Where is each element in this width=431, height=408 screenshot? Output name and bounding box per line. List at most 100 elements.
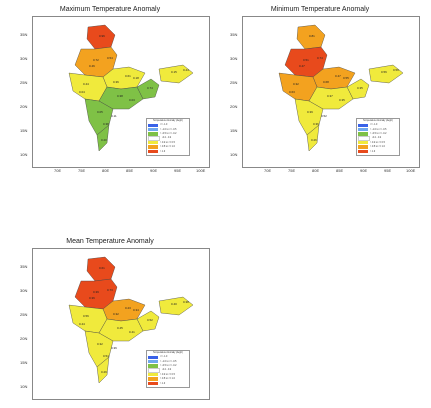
region-value-label: 0.52 bbox=[147, 318, 153, 322]
region-value-label: 0.56 bbox=[83, 314, 89, 318]
lon-label: 70E bbox=[264, 168, 272, 173]
region-value-label: 0.38 bbox=[183, 300, 189, 304]
region-value-label: 0.72 bbox=[93, 58, 99, 62]
region-value-label: 0.35 bbox=[357, 86, 363, 90]
legend-label: > 0.5 to <= 1.0 bbox=[160, 378, 175, 381]
map-svg: 0.96 0.72 0.54 0.61 0.74 0.44 0.38 0.05 0.20 0.15… bbox=[68, 24, 194, 152]
legend-label: > -1.0 to <= -0.5 bbox=[370, 128, 387, 131]
region-value-label: 0.32 bbox=[97, 342, 103, 346]
region-value-label: 0.52 bbox=[321, 114, 327, 118]
legend-label: > 1.0 bbox=[160, 382, 166, 385]
map-svg: 0.61 0.39 0.73 0.23 0.52 0.56 0.45 0.32 0.29 0.40… bbox=[68, 256, 194, 384]
region-value-label: 0.68 bbox=[323, 80, 329, 84]
lat-label: 20N bbox=[230, 104, 238, 109]
legend-title: Temperature Anomaly (degC) bbox=[152, 352, 183, 354]
panel-max: Maximum Temperature Anomaly 0.96 0.72 0.54… bbox=[10, 6, 210, 176]
region-value-label: 0.15 bbox=[171, 70, 177, 74]
region-value-label: 0.96 bbox=[99, 34, 105, 38]
region-value-label: 0.54 bbox=[103, 354, 109, 358]
lon-label: 90E bbox=[360, 168, 368, 173]
lat-label: 35N bbox=[20, 32, 28, 37]
lon-label: 75E bbox=[288, 168, 296, 173]
lon-label: 100E bbox=[406, 168, 416, 173]
legend-label: > 1.0 bbox=[370, 150, 376, 153]
legend-label: > -0.5 to <= -0.2 bbox=[370, 132, 387, 135]
region-value-label: 0.40 bbox=[171, 302, 177, 306]
legend-label: -0.2 - 0.2 bbox=[162, 137, 172, 140]
panel-mean: Mean Temperature Anomaly 0.61 0.39 0.73 0.2… bbox=[10, 238, 210, 408]
legend-label: > 1.0 bbox=[160, 150, 166, 153]
region-value-label: 0.44 bbox=[79, 322, 85, 326]
lat-label: 25N bbox=[20, 312, 28, 317]
region-value-label: 0.03 bbox=[129, 98, 135, 102]
lon-label: 95E bbox=[174, 168, 182, 173]
lat-label: 30N bbox=[20, 288, 28, 293]
region-value-label: 0.36 bbox=[111, 346, 117, 350]
lat-label: 10N bbox=[20, 152, 28, 157]
region-value-label: 0.34 bbox=[133, 308, 139, 312]
legend-label: <= -1.0 bbox=[370, 124, 378, 127]
region-value-label: 0.38 bbox=[103, 122, 109, 126]
region-value-label: 0.44 bbox=[83, 82, 89, 86]
lon-label: 90E bbox=[150, 168, 158, 173]
region-value-label: 0.23 bbox=[125, 306, 131, 310]
lat-label: 10N bbox=[20, 384, 28, 389]
map-frame: 0.96 0.72 0.54 0.61 0.74 0.44 0.38 0.05 0.20 0.15… bbox=[32, 16, 210, 168]
region-value-label: 0.44 bbox=[183, 68, 189, 72]
region-value-label: 0.63 bbox=[289, 90, 295, 94]
legend-label: > 0.2 to <= 0.5 bbox=[370, 141, 385, 144]
legend-label: > -0.5 to <= -0.2 bbox=[160, 132, 177, 135]
lon-label: 70E bbox=[54, 168, 62, 173]
lon-label: 95E bbox=[384, 168, 392, 173]
lat-label: 15N bbox=[20, 360, 28, 365]
region-value-label: 0.56 bbox=[393, 68, 399, 72]
legend-title: Temperature Anomaly (degC) bbox=[152, 120, 183, 122]
region-value-label: 0.36 bbox=[113, 80, 119, 84]
panel-title: Minimum Temperature Anomaly bbox=[270, 6, 370, 13]
region-value-label: 0.36 bbox=[313, 122, 319, 126]
legend-label: -0.2 - 0.2 bbox=[372, 137, 382, 140]
region-value-label: 0.47 bbox=[335, 74, 341, 78]
region-value-label: 0.39 bbox=[307, 110, 313, 114]
region-value-label: 0.18 bbox=[133, 76, 139, 80]
lon-label: 80E bbox=[312, 168, 320, 173]
region-value-label: 0.41 bbox=[129, 330, 135, 334]
region-value-label: 0.20 bbox=[101, 138, 107, 142]
lat-label: 20N bbox=[20, 104, 28, 109]
lat-label: 30N bbox=[20, 56, 28, 61]
region-value-label: 0.61 bbox=[125, 74, 131, 78]
region-value-label: 0.74 bbox=[317, 56, 323, 60]
region-value-label: 0.32 bbox=[293, 82, 299, 86]
lat-label: 25N bbox=[230, 80, 238, 85]
legend-label: > 0.2 to <= 0.5 bbox=[160, 373, 175, 376]
legend: Temperature Anomaly (degC) <= -1.0 > -1.… bbox=[146, 118, 190, 156]
panel-title: Mean Temperature Anomaly bbox=[66, 238, 154, 245]
legend-title: Temperature Anomaly (degC) bbox=[362, 120, 393, 122]
lat-label: 35N bbox=[20, 264, 28, 269]
lat-label: 15N bbox=[230, 128, 238, 133]
region-value-label: 0.37 bbox=[327, 94, 333, 98]
region-value-label: 0.05 bbox=[97, 110, 103, 114]
legend-label: -0.2 - 0.2 bbox=[162, 369, 172, 372]
lon-label: 75E bbox=[78, 168, 86, 173]
region-value-label: 0.38 bbox=[117, 94, 123, 98]
legend-label: > -1.0 to <= -0.5 bbox=[160, 128, 177, 131]
lat-label: 25N bbox=[20, 80, 28, 85]
region-value-label: 0.81 bbox=[309, 34, 315, 38]
legend-label: > 0.5 to <= 1.0 bbox=[370, 146, 385, 149]
region-value-label: 0.47 bbox=[299, 64, 305, 68]
legend-label: > 0.5 to <= 1.0 bbox=[160, 146, 175, 149]
region-value-label: 0.39 bbox=[93, 290, 99, 294]
lat-label: 30N bbox=[230, 56, 238, 61]
panel-min: Minimum Temperature Anomaly 0.81 0.51 0.74… bbox=[220, 6, 420, 176]
panel-title: Maximum Temperature Anomaly bbox=[59, 6, 161, 13]
region-value-label: 0.35 bbox=[339, 98, 345, 102]
map-svg: 0.81 0.51 0.74 0.47 0.35 0.32 0.37 0.39 0.26 0.56… bbox=[278, 24, 404, 152]
region-value-label: 0.36 bbox=[89, 296, 95, 300]
lat-label: 20N bbox=[20, 336, 28, 341]
region-value-label: 0.04 bbox=[79, 90, 85, 94]
region-value-label: 0.73 bbox=[107, 288, 113, 292]
region-value-label: 0.74 bbox=[147, 86, 153, 90]
region-value-label: 0.51 bbox=[303, 58, 309, 62]
lon-label: 100E bbox=[196, 168, 206, 173]
